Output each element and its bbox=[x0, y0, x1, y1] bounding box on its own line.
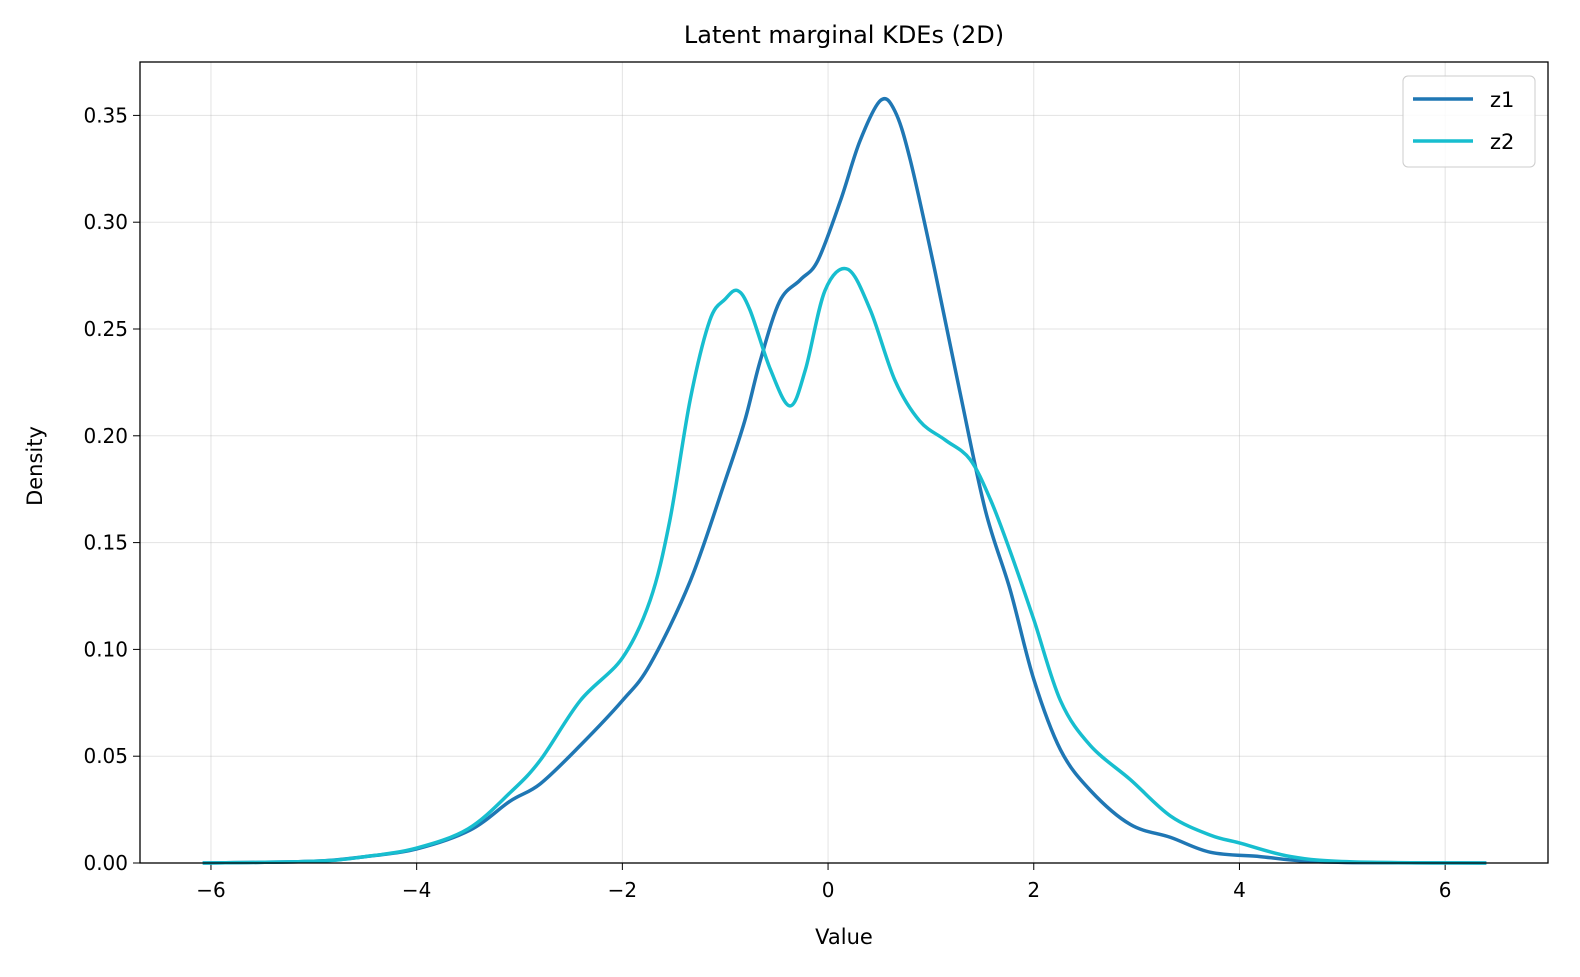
chart-title: Latent marginal KDEs (2D) bbox=[684, 21, 1004, 49]
y-axis-label: Density bbox=[23, 426, 47, 506]
x-tick-label: 0 bbox=[822, 878, 835, 902]
series-line-z2 bbox=[202, 266, 1487, 865]
legend-box bbox=[1402, 75, 1536, 168]
y-tick-label: 0.20 bbox=[83, 424, 128, 448]
series-lines bbox=[202, 96, 1487, 865]
y-tick-label: 0.15 bbox=[83, 531, 128, 555]
x-axis-label: Value bbox=[815, 925, 873, 949]
y-tick-label: 0.25 bbox=[83, 317, 128, 341]
x-tick-label: −6 bbox=[196, 878, 225, 902]
x-tick-label: 2 bbox=[1027, 878, 1040, 902]
ticks: −6 −4 −2 0 2 4 6 0.00 0.05 0.10 0.15 0.20 0.25 0.30 0.… bbox=[83, 103, 1451, 902]
series-line-z1 bbox=[202, 96, 1487, 865]
y-tick-label: 0.10 bbox=[83, 637, 128, 661]
y-tick-label: 0.00 bbox=[83, 851, 128, 875]
x-tick-label: −4 bbox=[402, 878, 431, 902]
x-tick-label: 6 bbox=[1439, 878, 1452, 902]
legend-label-z1: z1 bbox=[1490, 88, 1514, 112]
x-tick-label: −2 bbox=[608, 878, 637, 902]
legend-label-z2: z2 bbox=[1490, 130, 1514, 154]
x-tick-label: 4 bbox=[1233, 878, 1246, 902]
y-tick-label: 0.35 bbox=[83, 103, 128, 127]
legend: z1 z2 bbox=[1402, 75, 1536, 168]
y-tick-label: 0.05 bbox=[83, 744, 128, 768]
plot-frame bbox=[139, 61, 1549, 864]
y-tick-label: 0.30 bbox=[83, 210, 128, 234]
grid bbox=[140, 62, 1548, 864]
